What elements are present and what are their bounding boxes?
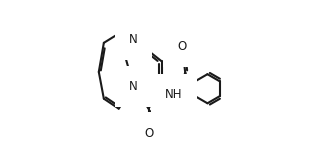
Text: O: O xyxy=(144,127,153,140)
Text: N: N xyxy=(129,80,138,93)
Text: O: O xyxy=(178,40,187,53)
Text: N: N xyxy=(129,33,138,45)
Text: NH: NH xyxy=(165,88,182,101)
